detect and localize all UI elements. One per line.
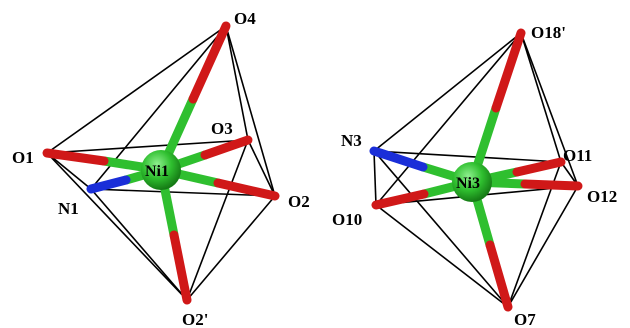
o2-label: O2 [288, 192, 310, 211]
ni1-polyhedron-edges [46, 25, 276, 301]
o1-label: O1 [12, 148, 34, 167]
n1-label: N1 [58, 199, 79, 218]
o11-label: O11 [563, 146, 592, 165]
o3-label: O3 [211, 119, 233, 138]
o10-label: O10 [332, 210, 362, 229]
ni1-atom [141, 150, 181, 190]
o12-label: O12 [587, 187, 617, 206]
ni3-label: Ni3 [456, 175, 480, 192]
o18-prime-label: O18' [531, 23, 566, 42]
ni1-polyhedron: Ni1 O4 O1 O3 N1 O2 O2' [12, 9, 310, 328]
o4-label: O4 [234, 9, 256, 28]
n3-label: N3 [341, 131, 362, 150]
o2-prime-label: O2' [182, 310, 208, 328]
ni3-atom [452, 162, 492, 202]
ni3-polyhedron: Ni3 O18' N3 O11 O10 O12 O7 [332, 23, 617, 328]
ni1-label: Ni1 [145, 163, 169, 180]
o7-label: O7 [514, 310, 536, 328]
